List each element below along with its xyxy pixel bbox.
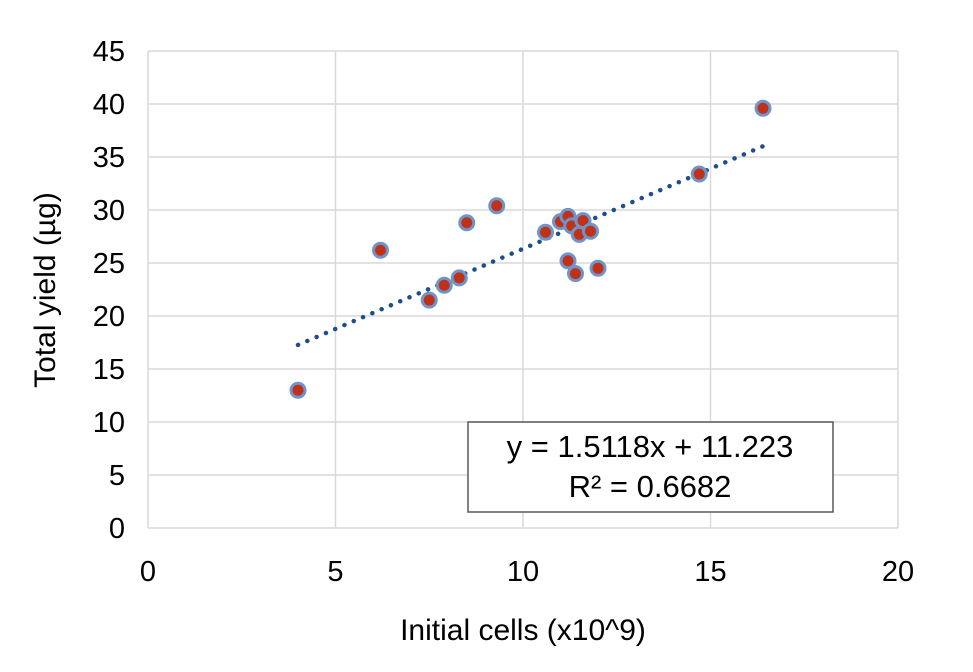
data-point [537,223,554,241]
y-tick-label: 20 [93,301,125,333]
data-point [450,269,468,287]
data-point [372,241,389,259]
trendline-r-squared: R² = 0.6682 [569,469,732,504]
y-axis-title: Total yield (µg) [29,192,62,388]
data-point [589,259,607,277]
data-point [488,197,506,215]
data-point [420,291,438,309]
data-point [754,99,772,117]
y-tick-label: 5 [109,460,125,492]
y-tick-label: 30 [93,195,125,227]
data-point [559,252,577,270]
x-tick-label: 20 [882,556,914,588]
trendline-equation: y = 1.5118x + 11.223 [507,429,794,464]
data-point [458,214,476,232]
y-tick-label: 40 [93,89,125,121]
equation-box-border [467,421,834,513]
y-tick-label: 45 [93,36,125,68]
data-points [289,99,772,399]
axes [147,51,898,529]
trendline-layer [295,143,766,348]
trendline [295,143,766,348]
y-tick-label: 25 [93,248,125,280]
data-point [582,222,599,240]
data-point [289,381,307,399]
x-axis-title: Initial cells (x10^9) [400,614,646,647]
x-tick-label: 5 [327,556,343,588]
trendline-equation-box: y = 1.5118x + 11.223 R² = 0.6682 [467,421,834,513]
tick-labels: 0 5 10 15 20 25 30 35 40 45 0 5 10 15 20 [93,36,914,588]
data-point [435,276,453,294]
data-point [567,265,584,283]
y-tick-label: 0 [109,513,125,545]
y-tick-label: 15 [93,354,125,386]
grid-lines [148,50,899,528]
x-tick-label: 15 [694,556,726,588]
x-tick-label: 0 [140,556,156,588]
data-point [690,165,708,183]
y-tick-label: 10 [93,407,125,439]
y-tick-label: 35 [93,142,125,174]
x-tick-label: 10 [507,556,539,588]
